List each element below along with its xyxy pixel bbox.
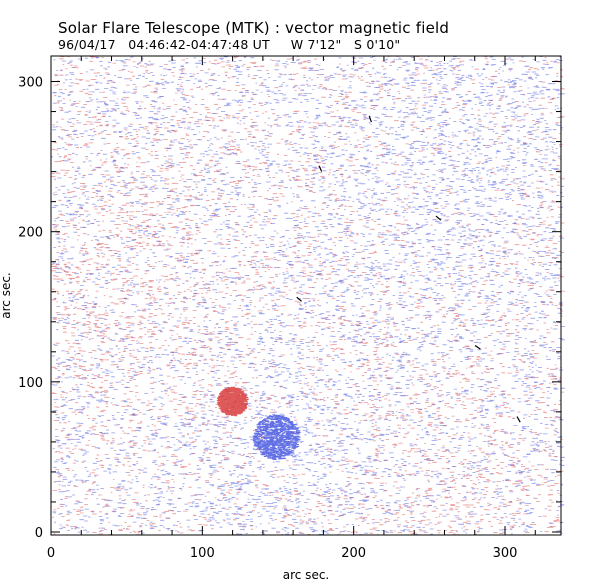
x-tick-label: 100 xyxy=(190,546,215,561)
polarity-region-positive-spot xyxy=(216,386,249,416)
x-axis-label: arc sec. xyxy=(283,568,329,582)
transverse-vector xyxy=(296,296,302,302)
polarity-regions xyxy=(216,386,301,460)
y-tick-label: 300 xyxy=(18,76,43,91)
transverse-vector xyxy=(368,115,372,123)
axis-tick-labels: 0 100 200 300 0 100 200 300 xyxy=(18,76,517,561)
chart-subtitle: 96/04/17 04:46:42-04:47:48 UT W 7'12" S … xyxy=(58,37,400,52)
field-noise-dashes xyxy=(51,55,566,536)
y-axis-label: arc sec. xyxy=(0,272,13,318)
y-tick-label: 100 xyxy=(18,376,43,391)
region-core-dashes xyxy=(252,414,301,460)
transverse-vector xyxy=(318,165,323,172)
magnetic-field-map xyxy=(51,55,566,536)
transverse-vector xyxy=(474,345,481,350)
chart-title: Solar Flare Telescope (MTK) : vector mag… xyxy=(58,19,450,37)
x-tick-label: 0 xyxy=(47,546,55,561)
y-tick-label: 200 xyxy=(18,226,43,241)
y-tick-label: 0 xyxy=(35,526,43,541)
x-tick-label: 300 xyxy=(493,546,518,561)
observation-date: 96/04/17 xyxy=(58,37,116,52)
positive-field-dashes xyxy=(51,55,565,536)
x-tick-label: 200 xyxy=(341,546,366,561)
axis-ticks xyxy=(50,56,561,535)
observation-time-range: 04:46:42-04:47:48 UT xyxy=(128,37,270,52)
transverse-field-vectors xyxy=(296,115,521,423)
pointing-longitude: W 7'12" xyxy=(290,37,342,52)
region-core-dashes xyxy=(216,386,249,416)
pointing-latitude: S 0'10" xyxy=(354,37,401,52)
transverse-vector xyxy=(435,215,442,221)
negative-field-dashes xyxy=(51,55,566,536)
transverse-vector xyxy=(516,416,521,423)
plot-frame xyxy=(50,55,562,536)
polarity-region-negative-spot xyxy=(252,414,301,460)
